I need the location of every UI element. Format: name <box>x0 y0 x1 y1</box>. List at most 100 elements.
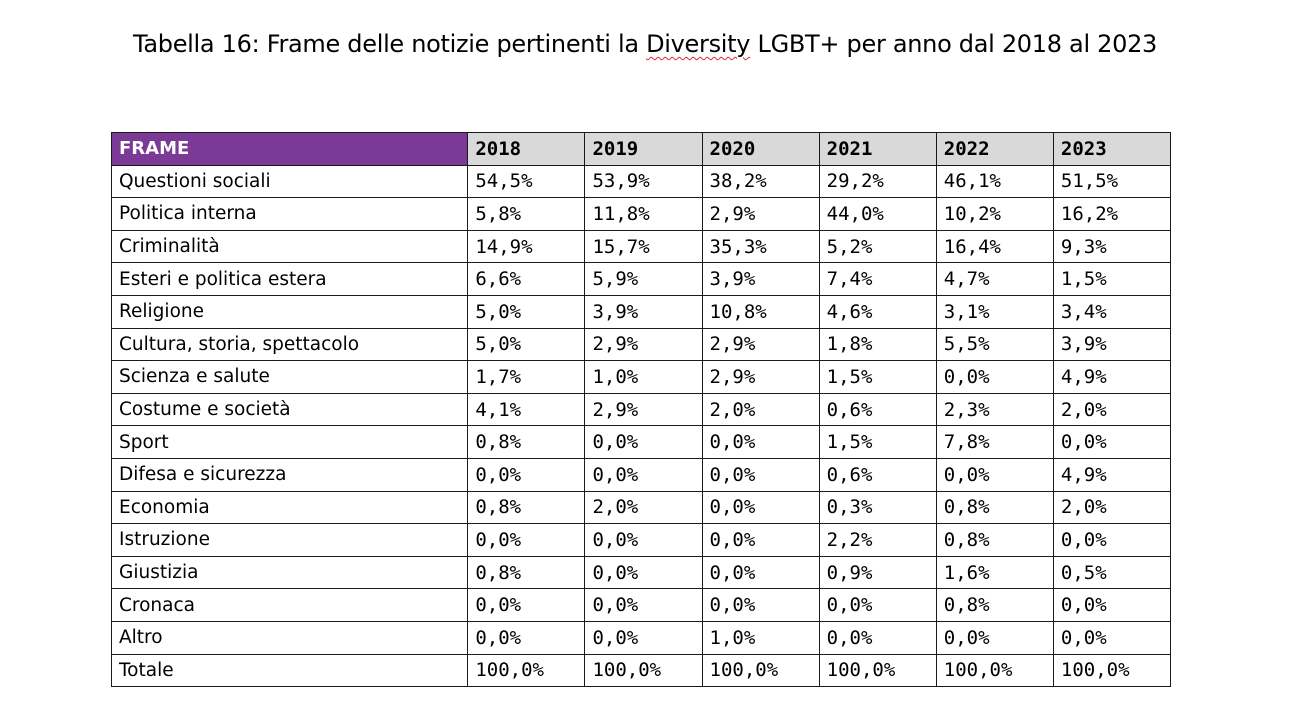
value-cell: 0,0% <box>935 620 1054 655</box>
header-row: FRAME 2018 2019 2020 2021 2022 2023 <box>110 132 1172 166</box>
row-label: Questioni sociali <box>110 164 469 199</box>
value-cell: 0,0% <box>1052 425 1172 459</box>
table-row: Altro 0,0% 0,0% 1,0% 0,0% 0,0% 0,0% <box>110 620 1172 655</box>
header-cell-2022: 2022 <box>935 132 1054 166</box>
table-row: Politica interna 5,8% 11,8% 2,9% 44,0% 10,2% 1… <box>110 197 1172 231</box>
value-cell: 5,5% <box>935 327 1054 362</box>
value-cell: 2,0% <box>1052 392 1172 427</box>
value-cell: 11,8% <box>584 197 703 231</box>
value-cell: 0,0% <box>1052 523 1172 557</box>
value-cell: 6,6% <box>467 262 586 296</box>
row-label: Scienza e salute <box>110 360 469 394</box>
value-cell: 2,0% <box>701 392 820 427</box>
value-cell: 46,1% <box>935 164 1054 199</box>
row-label: Sport <box>110 425 469 459</box>
table-row: Religione 5,0% 3,9% 10,8% 4,6% 3,1% 3,4% <box>110 294 1172 329</box>
value-cell: 0,0% <box>701 457 820 492</box>
value-cell: 5,9% <box>584 262 703 296</box>
value-cell: 0,0% <box>935 457 1054 492</box>
value-cell: 44,0% <box>818 197 937 231</box>
row-label: Costume e società <box>110 392 469 427</box>
value-cell: 0,0% <box>701 425 820 459</box>
row-label: Giustizia <box>110 555 469 590</box>
value-cell: 1,0% <box>584 360 703 394</box>
value-cell: 54,5% <box>467 164 586 199</box>
row-label: Difesa e sicurezza <box>110 457 469 492</box>
value-cell: 1,5% <box>818 360 937 394</box>
frame-table: FRAME 2018 2019 2020 2021 2022 2023 Ques… <box>110 132 1172 688</box>
value-cell: 3,9% <box>584 294 703 329</box>
caption-text-end: LGBT+ per anno dal 2018 al 2023 <box>750 30 1158 58</box>
value-cell: 1,6% <box>935 555 1054 590</box>
header-cell-2021: 2021 <box>818 132 937 166</box>
row-label: Altro <box>110 620 469 655</box>
value-cell: 0,8% <box>935 588 1054 622</box>
value-cell: 5,0% <box>467 327 586 362</box>
value-cell: 0,0% <box>584 457 703 492</box>
value-cell: 0,0% <box>701 555 820 590</box>
value-cell: 0,0% <box>701 588 820 622</box>
table-row: Scienza e salute 1,7% 1,0% 2,9% 1,5% 0,0% 4,9% <box>110 360 1172 394</box>
value-cell: 2,9% <box>584 392 703 427</box>
value-cell: 5,2% <box>818 229 937 264</box>
value-cell: 4,9% <box>1052 457 1172 492</box>
row-label: Esteri e politica estera <box>110 262 469 296</box>
value-cell: 0,0% <box>1052 588 1172 622</box>
value-cell: 16,2% <box>1052 197 1172 231</box>
value-cell: 0,0% <box>467 523 586 557</box>
value-cell: 9,3% <box>1052 229 1172 264</box>
value-cell: 53,9% <box>584 164 703 199</box>
row-label: Economia <box>110 490 469 525</box>
value-cell: 0,0% <box>818 620 937 655</box>
value-cell: 0,0% <box>584 425 703 459</box>
value-cell: 4,1% <box>467 392 586 427</box>
value-cell: 3,1% <box>935 294 1054 329</box>
table-row: Esteri e politica estera 6,6% 5,9% 3,9% 7,4%… <box>110 262 1172 296</box>
value-cell: 0,0% <box>701 490 820 525</box>
value-cell: 3,9% <box>1052 327 1172 362</box>
value-cell: 0,6% <box>818 392 937 427</box>
row-label: Totale <box>110 653 469 688</box>
caption-text-start: Tabella 16: Frame delle notizie pertinen… <box>132 30 647 58</box>
value-cell: 0,8% <box>467 490 586 525</box>
table-row: Criminalità 14,9% 15,7% 35,3% 5,2% 16,4% 9,3% <box>110 229 1172 264</box>
value-cell: 1,5% <box>818 425 937 459</box>
value-cell: 100,0% <box>467 653 586 688</box>
value-cell: 0,6% <box>818 457 937 492</box>
value-cell: 4,9% <box>1052 360 1172 394</box>
table-row: Costume e società 4,1% 2,9% 2,0% 0,6% 2,3% 2,0… <box>110 392 1172 427</box>
value-cell: 7,4% <box>818 262 937 296</box>
table-row: Difesa e sicurezza 0,0% 0,0% 0,0% 0,6% 0,0% 4,… <box>110 457 1172 492</box>
value-cell: 14,9% <box>467 229 586 264</box>
value-cell: 7,8% <box>935 425 1054 459</box>
value-cell: 0,8% <box>935 523 1054 557</box>
value-cell: 38,2% <box>701 164 820 199</box>
value-cell: 10,8% <box>701 294 820 329</box>
table-header: FRAME 2018 2019 2020 2021 2022 2023 <box>110 132 1172 166</box>
table-body: Questioni sociali 54,5% 53,9% 38,2% 29,2% 46,… <box>110 164 1172 688</box>
value-cell: 100,0% <box>1052 653 1172 688</box>
value-cell: 100,0% <box>935 653 1054 688</box>
value-cell: 2,9% <box>701 197 820 231</box>
value-cell: 2,0% <box>584 490 703 525</box>
value-cell: 0,8% <box>935 490 1054 525</box>
value-cell: 2,0% <box>1052 490 1172 525</box>
value-cell: 0,3% <box>818 490 937 525</box>
value-cell: 0,0% <box>584 555 703 590</box>
value-cell: 35,3% <box>701 229 820 264</box>
header-cell-2019: 2019 <box>584 132 703 166</box>
table-row: Cultura, storia, spettacolo 5,0% 2,9% 2,9% 1… <box>110 327 1172 362</box>
value-cell: 0,0% <box>1052 620 1172 655</box>
value-cell: 0,8% <box>467 555 586 590</box>
table-row: Questioni sociali 54,5% 53,9% 38,2% 29,2% 46,… <box>110 164 1172 199</box>
value-cell: 0,0% <box>584 620 703 655</box>
table-row: Totale 100,0% 100,0% 100,0% 100,0% 100,0% 100,… <box>110 653 1172 688</box>
caption-spellcheck-word[interactable]: Diversity <box>646 30 751 58</box>
value-cell: 3,4% <box>1052 294 1172 329</box>
row-label: Religione <box>110 294 469 329</box>
value-cell: 4,7% <box>935 262 1054 296</box>
row-label: Cultura, storia, spettacolo <box>110 327 469 362</box>
row-label: Politica interna <box>110 197 469 231</box>
value-cell: 1,8% <box>818 327 937 362</box>
value-cell: 2,3% <box>935 392 1054 427</box>
